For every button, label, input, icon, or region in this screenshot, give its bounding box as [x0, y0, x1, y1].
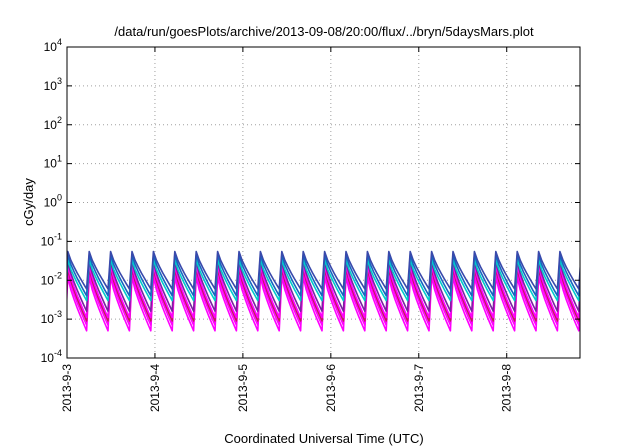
- y-tick-label: 10-4: [41, 348, 62, 365]
- y-tick-label: 101: [44, 154, 62, 171]
- series-line-4: [67, 264, 580, 319]
- y-axis-label: cGy/day: [21, 178, 36, 226]
- y-tick-label: 10-3: [41, 309, 62, 326]
- series-line-6: [67, 258, 580, 302]
- series-line-5: [67, 260, 580, 312]
- series-group: [67, 250, 580, 332]
- x-tick-label: 2013-9-8: [500, 364, 514, 412]
- series-line-3: [67, 267, 580, 322]
- y-tick-label: 100: [44, 193, 62, 210]
- x-tick-label: 2013-9-5: [236, 364, 250, 412]
- x-tick-label: 2013-9-4: [148, 364, 162, 412]
- y-tick-label: 102: [44, 115, 62, 132]
- x-tick-label: 2013-9-3: [60, 364, 74, 412]
- chart-title: /data/run/goesPlots/archive/2013-09-08/2…: [114, 24, 534, 39]
- y-tick-label: 10-2: [41, 270, 62, 287]
- y-tick-label: 10-1: [41, 231, 62, 248]
- ticks: 10-4 10-3 10-2 10-1 100 101 102 103 104 2013-9-3 2…: [41, 37, 580, 412]
- series-line-2: [67, 271, 580, 326]
- x-tick-label: 2013-9-7: [412, 364, 426, 412]
- x-tick-label: 2013-9-6: [324, 364, 338, 412]
- y-tick-label: 104: [44, 37, 62, 54]
- series-line-1: [67, 276, 580, 332]
- series-line-7: [67, 254, 580, 297]
- y-tick-label: 103: [44, 76, 62, 93]
- x-axis-label: Coordinated Universal Time (UTC): [224, 431, 423, 446]
- series-line-8: [67, 250, 580, 290]
